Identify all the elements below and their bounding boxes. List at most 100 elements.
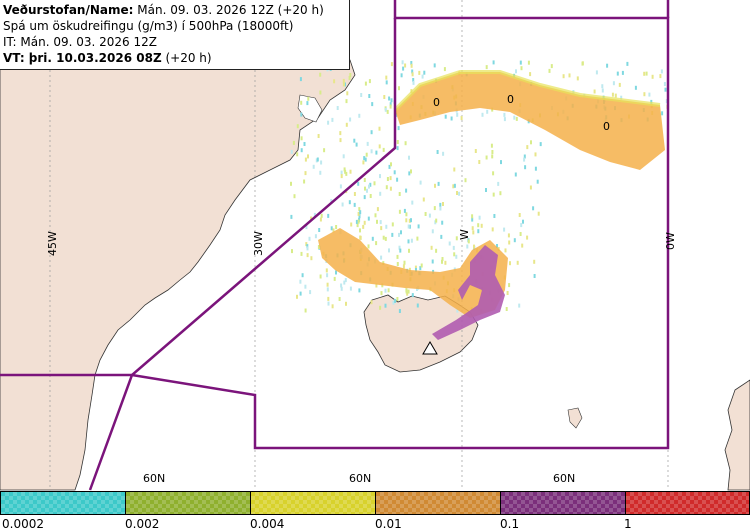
- ash-scatter-mark: [405, 218, 408, 223]
- ash-scatter-mark: [616, 71, 619, 76]
- ash-scatter-mark: [481, 112, 484, 117]
- ash-scatter-mark: [340, 283, 343, 288]
- ash-scatter-mark: [373, 181, 376, 186]
- ash-scatter-mark: [389, 176, 392, 181]
- forecast-info-box: Veðurstofan/Name: Mán. 09. 03. 2026 12Z …: [0, 0, 350, 70]
- ash-scatter-mark: [307, 96, 310, 101]
- ash-scatter-mark: [290, 181, 292, 186]
- ash-scatter-mark: [437, 181, 440, 186]
- ash-scatter-mark: [523, 157, 526, 162]
- ash-scatter-mark: [331, 304, 334, 309]
- ash-scatter-mark: [320, 213, 323, 218]
- ash-scatter-mark: [374, 213, 377, 218]
- ash-scatter-mark: [473, 244, 475, 249]
- ash-scatter-mark: [411, 200, 414, 205]
- ash-scatter-mark: [365, 152, 368, 157]
- fir-boundary: [0, 0, 670, 491]
- ash-scatter-mark: [300, 112, 303, 117]
- ash-scatter-mark: [371, 236, 374, 241]
- ash-scatter-mark: [439, 202, 442, 207]
- ash-scatter-mark: [537, 211, 540, 216]
- ash-scatter-mark: [474, 149, 477, 153]
- ash-scatter-mark: [448, 241, 451, 246]
- ash-scatter-mark: [408, 171, 411, 176]
- ash-scatter-mark: [444, 260, 447, 265]
- ash-scatter-mark: [393, 170, 396, 175]
- legend-swatch-4: [500, 491, 626, 515]
- ash-scatter-mark: [421, 74, 424, 79]
- ash-scatter-mark: [356, 223, 359, 228]
- ash-scatter-mark: [533, 274, 536, 278]
- ash-scatter-mark: [330, 226, 333, 231]
- ash-scatter-mark: [416, 287, 418, 291]
- ash-scatter-mark: [450, 116, 453, 121]
- ash-scatter-mark: [536, 179, 539, 184]
- ash-scatter-mark: [348, 200, 351, 205]
- ash-scatter-mark: [485, 155, 488, 160]
- ash-scatter-mark: [411, 69, 414, 74]
- ash-scatter-mark: [293, 194, 296, 199]
- ash-scatter-mark: [398, 245, 401, 250]
- ash-scatter-mark: [460, 116, 463, 121]
- ash-scatter-mark: [320, 160, 323, 165]
- ash-scatter-mark: [342, 78, 345, 83]
- ash-scatter-mark: [491, 227, 494, 232]
- ash-scatter-mark: [614, 93, 617, 98]
- ash-scatter-mark: [410, 169, 412, 174]
- longitude-label-30w: 30W: [252, 231, 265, 256]
- ash-scatter-mark: [382, 235, 385, 240]
- ash-scatter-mark: [327, 296, 330, 301]
- ash-scatter-mark: [428, 213, 431, 218]
- ash-scatter-mark: [319, 72, 322, 77]
- ash-scatter-mark: [452, 184, 455, 189]
- ash-scatter-mark: [339, 138, 342, 143]
- ash-scatter-mark: [349, 73, 352, 77]
- ash-scatter-mark: [379, 305, 382, 310]
- ash-scatter-mark: [375, 283, 378, 288]
- legend-swatch-2: [250, 491, 376, 515]
- ash-scatter-mark: [492, 192, 495, 197]
- latitude-label: 60N: [143, 472, 165, 485]
- ash-scatter-mark: [411, 72, 414, 77]
- ash-scatter-mark: [533, 259, 536, 264]
- ash-scatter-mark: [355, 142, 358, 147]
- ash-scatter-mark: [513, 115, 516, 120]
- ash-scatter-mark: [380, 291, 383, 296]
- ash-scatter-mark: [444, 114, 447, 119]
- ash-scatter-mark: [396, 146, 399, 151]
- ash-scatter-mark: [518, 303, 521, 308]
- ash-scatter-mark: [403, 208, 406, 213]
- ash-scatter-mark: [520, 223, 523, 228]
- ash-scatter-mark: [376, 219, 378, 224]
- ash-scatter-mark: [370, 300, 373, 305]
- ash-scatter-mark: [527, 60, 530, 65]
- ash-scatter-mark: [349, 117, 352, 122]
- ash-scatter-mark: [523, 154, 526, 159]
- legend-swatch-3: [375, 491, 501, 515]
- ash-scatter-mark: [439, 206, 442, 211]
- ash-scatter-mark: [659, 74, 662, 79]
- ash-scatter-mark: [379, 174, 381, 179]
- ash-scatter-mark: [508, 283, 511, 288]
- ash-scatter-mark: [343, 280, 346, 285]
- ash-scatter-mark: [363, 156, 366, 161]
- ash-scatter-mark: [389, 102, 392, 107]
- ash-scatter-mark: [360, 93, 363, 97]
- ash-scatter-mark: [310, 256, 313, 261]
- ash-scatter-mark: [371, 102, 374, 107]
- ash-scatter-mark: [308, 236, 311, 241]
- ash-scatter-mark: [405, 288, 408, 293]
- ash-scatter-mark: [306, 101, 309, 106]
- ash-scatter-mark: [364, 186, 366, 191]
- legend-label-4: 0.1: [500, 517, 520, 531]
- ash-scatter-mark: [534, 152, 537, 157]
- ash-scatter-mark: [370, 130, 373, 135]
- ash-scatter-mark: [492, 60, 495, 65]
- ash-scatter-mark: [404, 63, 407, 68]
- ash-scatter-mark: [506, 291, 509, 295]
- ash-scatter-mark: [497, 181, 500, 186]
- ash-scatter-mark: [380, 226, 383, 231]
- ash-scatter-mark: [363, 178, 366, 182]
- ash-scatter-mark: [503, 227, 506, 232]
- ash-scatter-mark: [346, 91, 349, 96]
